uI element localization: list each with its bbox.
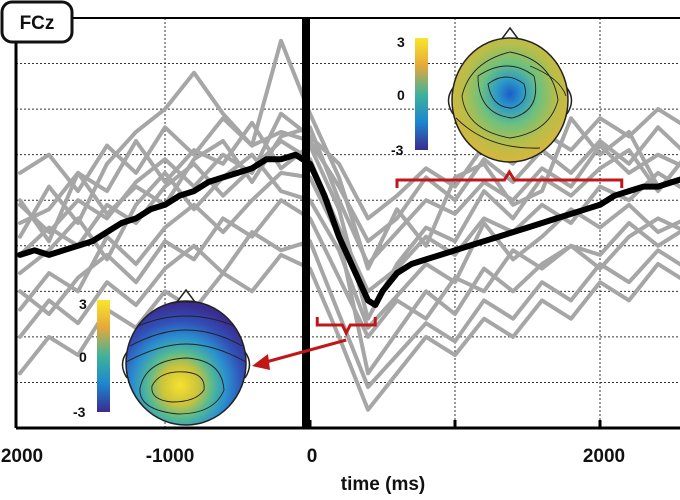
x-tick-label: 2000 (583, 446, 625, 467)
early-window-bracket (315, 317, 377, 337)
single-trial-line (18, 230, 680, 389)
arrow-shaft (265, 338, 347, 364)
colorbar-late (415, 38, 428, 150)
topoplot-early: 3 0 -3 (73, 288, 251, 426)
x-axis-ticks: 2000 -1000 0 2000 (1, 420, 625, 467)
topo-early-contour (126, 343, 246, 363)
topo-early-head (125, 300, 247, 426)
colorbar-late-max-label: 3 (397, 34, 405, 50)
topo-early-contour (137, 315, 235, 327)
topo-late-contour (529, 65, 567, 97)
topo-late-contour (461, 51, 559, 139)
colorbar-late-min-label: -3 (391, 142, 404, 158)
x-tick-label: -1000 (146, 446, 195, 467)
topo-early-nose (176, 288, 196, 303)
single-trial-line (18, 198, 680, 339)
colorbar-early-min-label: -3 (73, 404, 86, 420)
window-annotations (252, 169, 624, 370)
grand-average-line (17, 151, 680, 308)
topo-early-contour (151, 371, 205, 403)
colorbar-early-mid-label: 0 (79, 349, 87, 365)
topo-early-contour (139, 357, 225, 415)
single-trial-line (18, 38, 680, 271)
topoplot-late: 3 0 -3 (391, 26, 573, 163)
topo-late-contour (455, 117, 541, 149)
single-trial-line (18, 116, 680, 244)
colorbar-early-max-label: 3 (79, 296, 87, 312)
channel-label-box (0, 0, 74, 44)
channel-label: FCz (20, 13, 55, 34)
arrow-head (252, 354, 270, 370)
topo-late-head (451, 37, 569, 163)
topo-late-contour (477, 65, 537, 119)
topo-early-contour (129, 329, 243, 347)
single-trial-line (18, 107, 680, 235)
colorbar-late-mid-label: 0 (397, 87, 405, 103)
x-tick-label: 0 (307, 446, 318, 467)
x-tick-label: 2000 (1, 446, 43, 467)
plot-frame (14, 17, 680, 430)
topo-late-nose (500, 26, 520, 41)
grand-average-path (17, 151, 680, 308)
topo-late-contour (487, 76, 526, 109)
x-axis-title: time (ms) (341, 474, 425, 495)
colorbar-early (97, 300, 110, 412)
single-trial-line (18, 252, 680, 412)
late-window-bracket (395, 169, 624, 188)
